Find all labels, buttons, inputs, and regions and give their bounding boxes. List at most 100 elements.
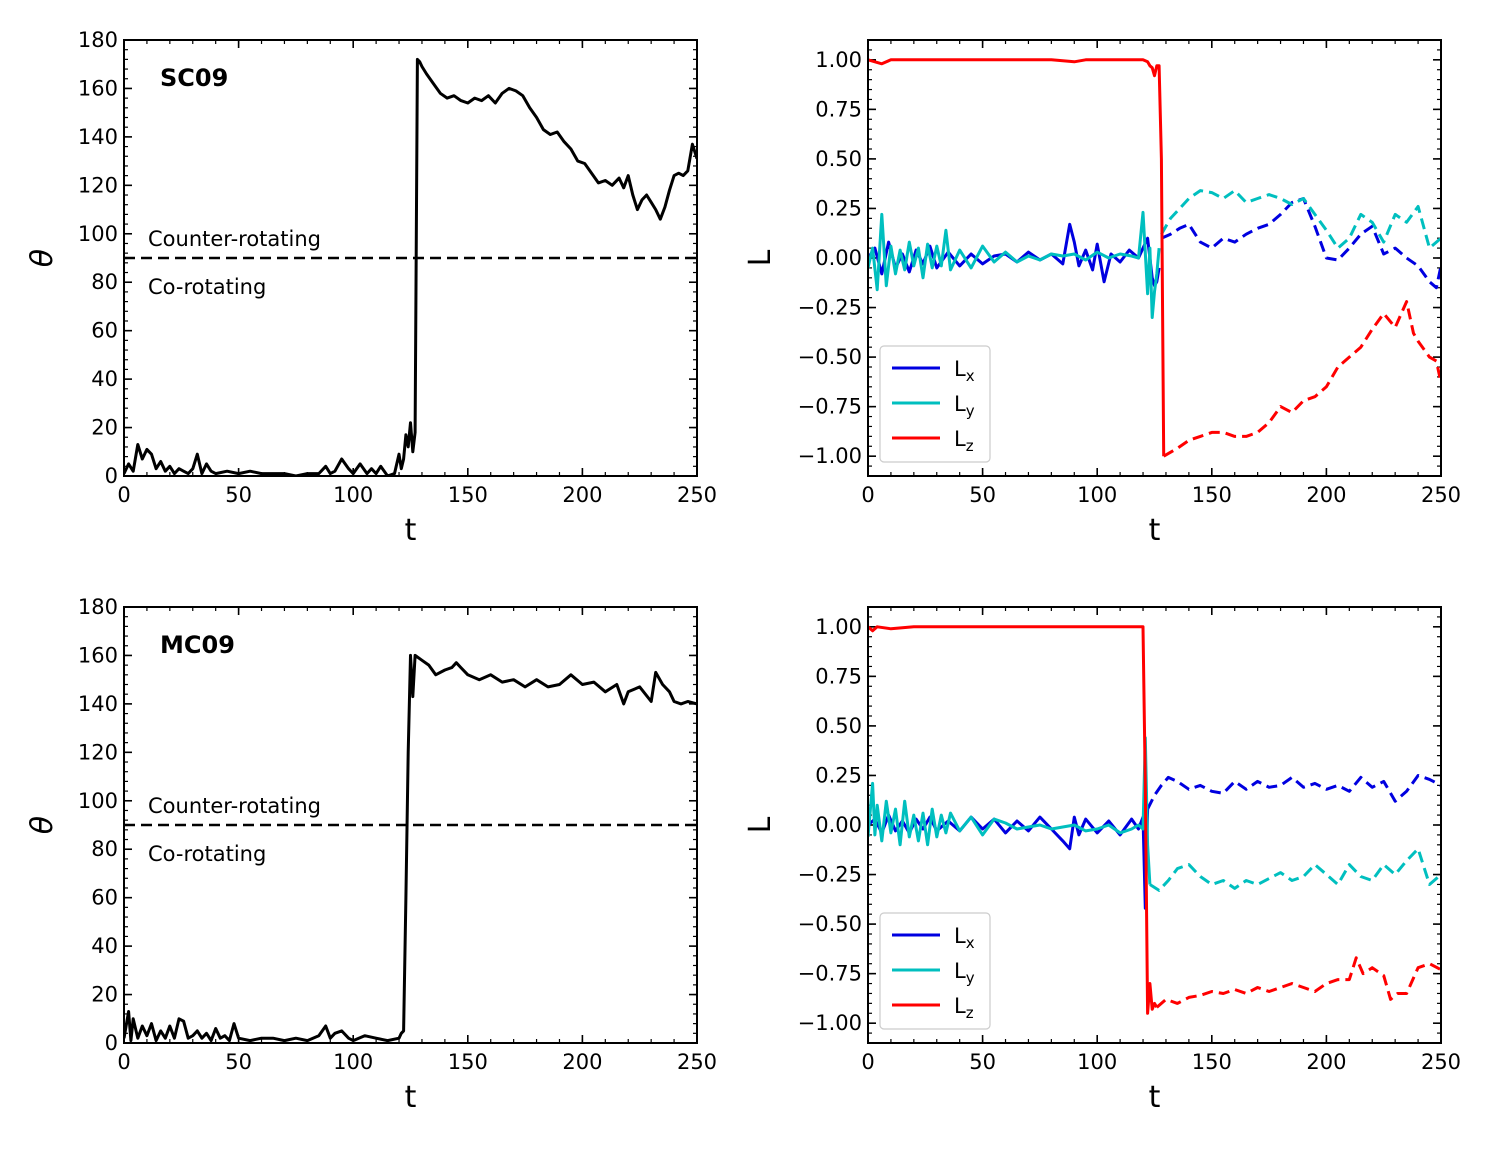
series-ly-solid <box>868 210 1161 319</box>
x-tick-label: 100 <box>1077 1050 1117 1074</box>
y-tick-label: 0.00 <box>815 246 862 270</box>
series-ly-solid <box>868 736 1152 885</box>
axes-frame <box>867 606 1442 1044</box>
x-tick-label: 150 <box>448 483 488 507</box>
y-tick-label: 0 <box>105 464 118 488</box>
x-tick-label: 100 <box>333 1050 373 1074</box>
x-axis-label: t <box>1149 1080 1161 1115</box>
y-tick-label: 180 <box>78 595 118 619</box>
y-tick-label: 20 <box>91 416 118 440</box>
x-tick-label: 250 <box>677 1050 717 1074</box>
x-tick-label: 150 <box>448 1050 488 1074</box>
y-tick-label: −0.25 <box>798 863 862 887</box>
y-axis-label: θ <box>25 816 60 834</box>
x-tick-label: 250 <box>1421 483 1461 507</box>
y-tick-label: 160 <box>78 76 118 100</box>
y-axis-label: L <box>743 816 778 833</box>
y-tick-label: 0.50 <box>815 714 862 738</box>
axes-frame <box>123 39 698 477</box>
x-tick-label: 0 <box>861 1050 874 1074</box>
y-axis-label: L <box>743 249 778 266</box>
y-tick-label: 0.50 <box>815 147 862 171</box>
y-tick-label: 100 <box>78 789 118 813</box>
x-tick-label: 200 <box>562 1050 602 1074</box>
x-tick-label: 50 <box>225 1050 252 1074</box>
x-tick-label: 0 <box>117 483 130 507</box>
data-lines <box>124 57 697 476</box>
series-lz-dashed <box>1162 300 1441 458</box>
series-lz-solid <box>868 625 1159 1015</box>
series-ly-dashed <box>1149 847 1441 892</box>
y-tick-label: 140 <box>78 692 118 716</box>
annotation-co-rotating: Co-rotating <box>148 842 266 866</box>
angular-momentum-panel-mc09: 0 50 100 150 200 250 −1.00 −0.75 −0.50 −0.25 0.00 0… <box>743 606 1461 1115</box>
y-tick-label: −1.00 <box>798 444 862 468</box>
annotation-co-rotating: Co-rotating <box>148 275 266 299</box>
y-tick-label: 40 <box>91 934 118 958</box>
x-tick-label: 0 <box>117 1050 130 1074</box>
x-tick-label: 100 <box>1077 483 1117 507</box>
y-tick-label: 0.25 <box>815 196 862 220</box>
y-tick-label: −0.50 <box>798 912 862 936</box>
series-lx-dashed <box>1146 774 1441 810</box>
y-tick-label: 60 <box>91 886 118 910</box>
x-axis-label: t <box>1149 513 1161 548</box>
y-tick-label: −0.75 <box>798 395 862 419</box>
y-tick-label: 60 <box>91 319 118 343</box>
y-tick-label: 80 <box>91 837 118 861</box>
x-tick-label: 200 <box>1306 483 1346 507</box>
series-theta-solid <box>124 57 697 476</box>
theta-panel-mc09: 0 50 100 150 200 250 0 20 40 60 80 100 120 140 160 180 t… <box>25 595 717 1115</box>
y-tick-label: 1.00 <box>815 615 862 639</box>
y-tick-label: 120 <box>78 173 118 197</box>
series-lz-dashed <box>1155 956 1441 1009</box>
y-tick-label: 180 <box>78 28 118 52</box>
y-tick-label: 80 <box>91 270 118 294</box>
x-tick-label: 50 <box>225 483 252 507</box>
series-theta-solid <box>124 653 697 1043</box>
x-axis-label: t <box>405 1080 417 1115</box>
x-tick-label: 50 <box>969 1050 996 1074</box>
x-tick-label: 0 <box>861 483 874 507</box>
axes-frame <box>867 39 1442 477</box>
x-tick-label: 200 <box>562 483 602 507</box>
y-tick-label: 100 <box>78 222 118 246</box>
y-tick-label: 40 <box>91 367 118 391</box>
y-tick-label: −0.75 <box>798 962 862 986</box>
y-tick-label: 0 <box>105 1031 118 1055</box>
y-axis-label: θ <box>25 249 60 267</box>
y-tick-label: 20 <box>91 983 118 1007</box>
y-tick-label: 1.00 <box>815 48 862 72</box>
data-lines <box>868 625 1441 1015</box>
panel-title: SC09 <box>160 64 228 92</box>
angular-momentum-panel-sc09: 0 50 100 150 200 250 −1.00 −0.75 −0.50 −0.25 0.00 0… <box>743 39 1461 548</box>
x-tick-label: 150 <box>1192 483 1232 507</box>
y-tick-label: 0.75 <box>815 664 862 688</box>
y-tick-label: 120 <box>78 740 118 764</box>
x-tick-label: 200 <box>1306 1050 1346 1074</box>
y-tick-label: −0.25 <box>798 296 862 320</box>
x-tick-label: 50 <box>969 483 996 507</box>
y-tick-label: −0.50 <box>798 345 862 369</box>
panel-title: MC09 <box>160 631 235 659</box>
y-tick-label: 0.75 <box>815 97 862 121</box>
y-tick-label: 140 <box>78 125 118 149</box>
annotation-counter-rotating: Counter-rotating <box>148 227 321 251</box>
series-lx-dashed <box>1160 197 1441 290</box>
y-tick-label: 160 <box>78 643 118 667</box>
y-tick-label: −1.00 <box>798 1011 862 1035</box>
y-tick-label: 0.00 <box>815 813 862 837</box>
x-tick-label: 250 <box>1421 1050 1461 1074</box>
series-lz-solid <box>868 58 1166 457</box>
y-tick-label: 0.25 <box>815 763 862 787</box>
x-tick-label: 100 <box>333 483 373 507</box>
data-lines <box>124 653 697 1043</box>
series-ly-dashed <box>1160 189 1441 250</box>
data-lines <box>868 58 1441 458</box>
x-tick-label: 250 <box>677 483 717 507</box>
annotation-counter-rotating: Counter-rotating <box>148 794 321 818</box>
axes-frame <box>123 606 698 1044</box>
